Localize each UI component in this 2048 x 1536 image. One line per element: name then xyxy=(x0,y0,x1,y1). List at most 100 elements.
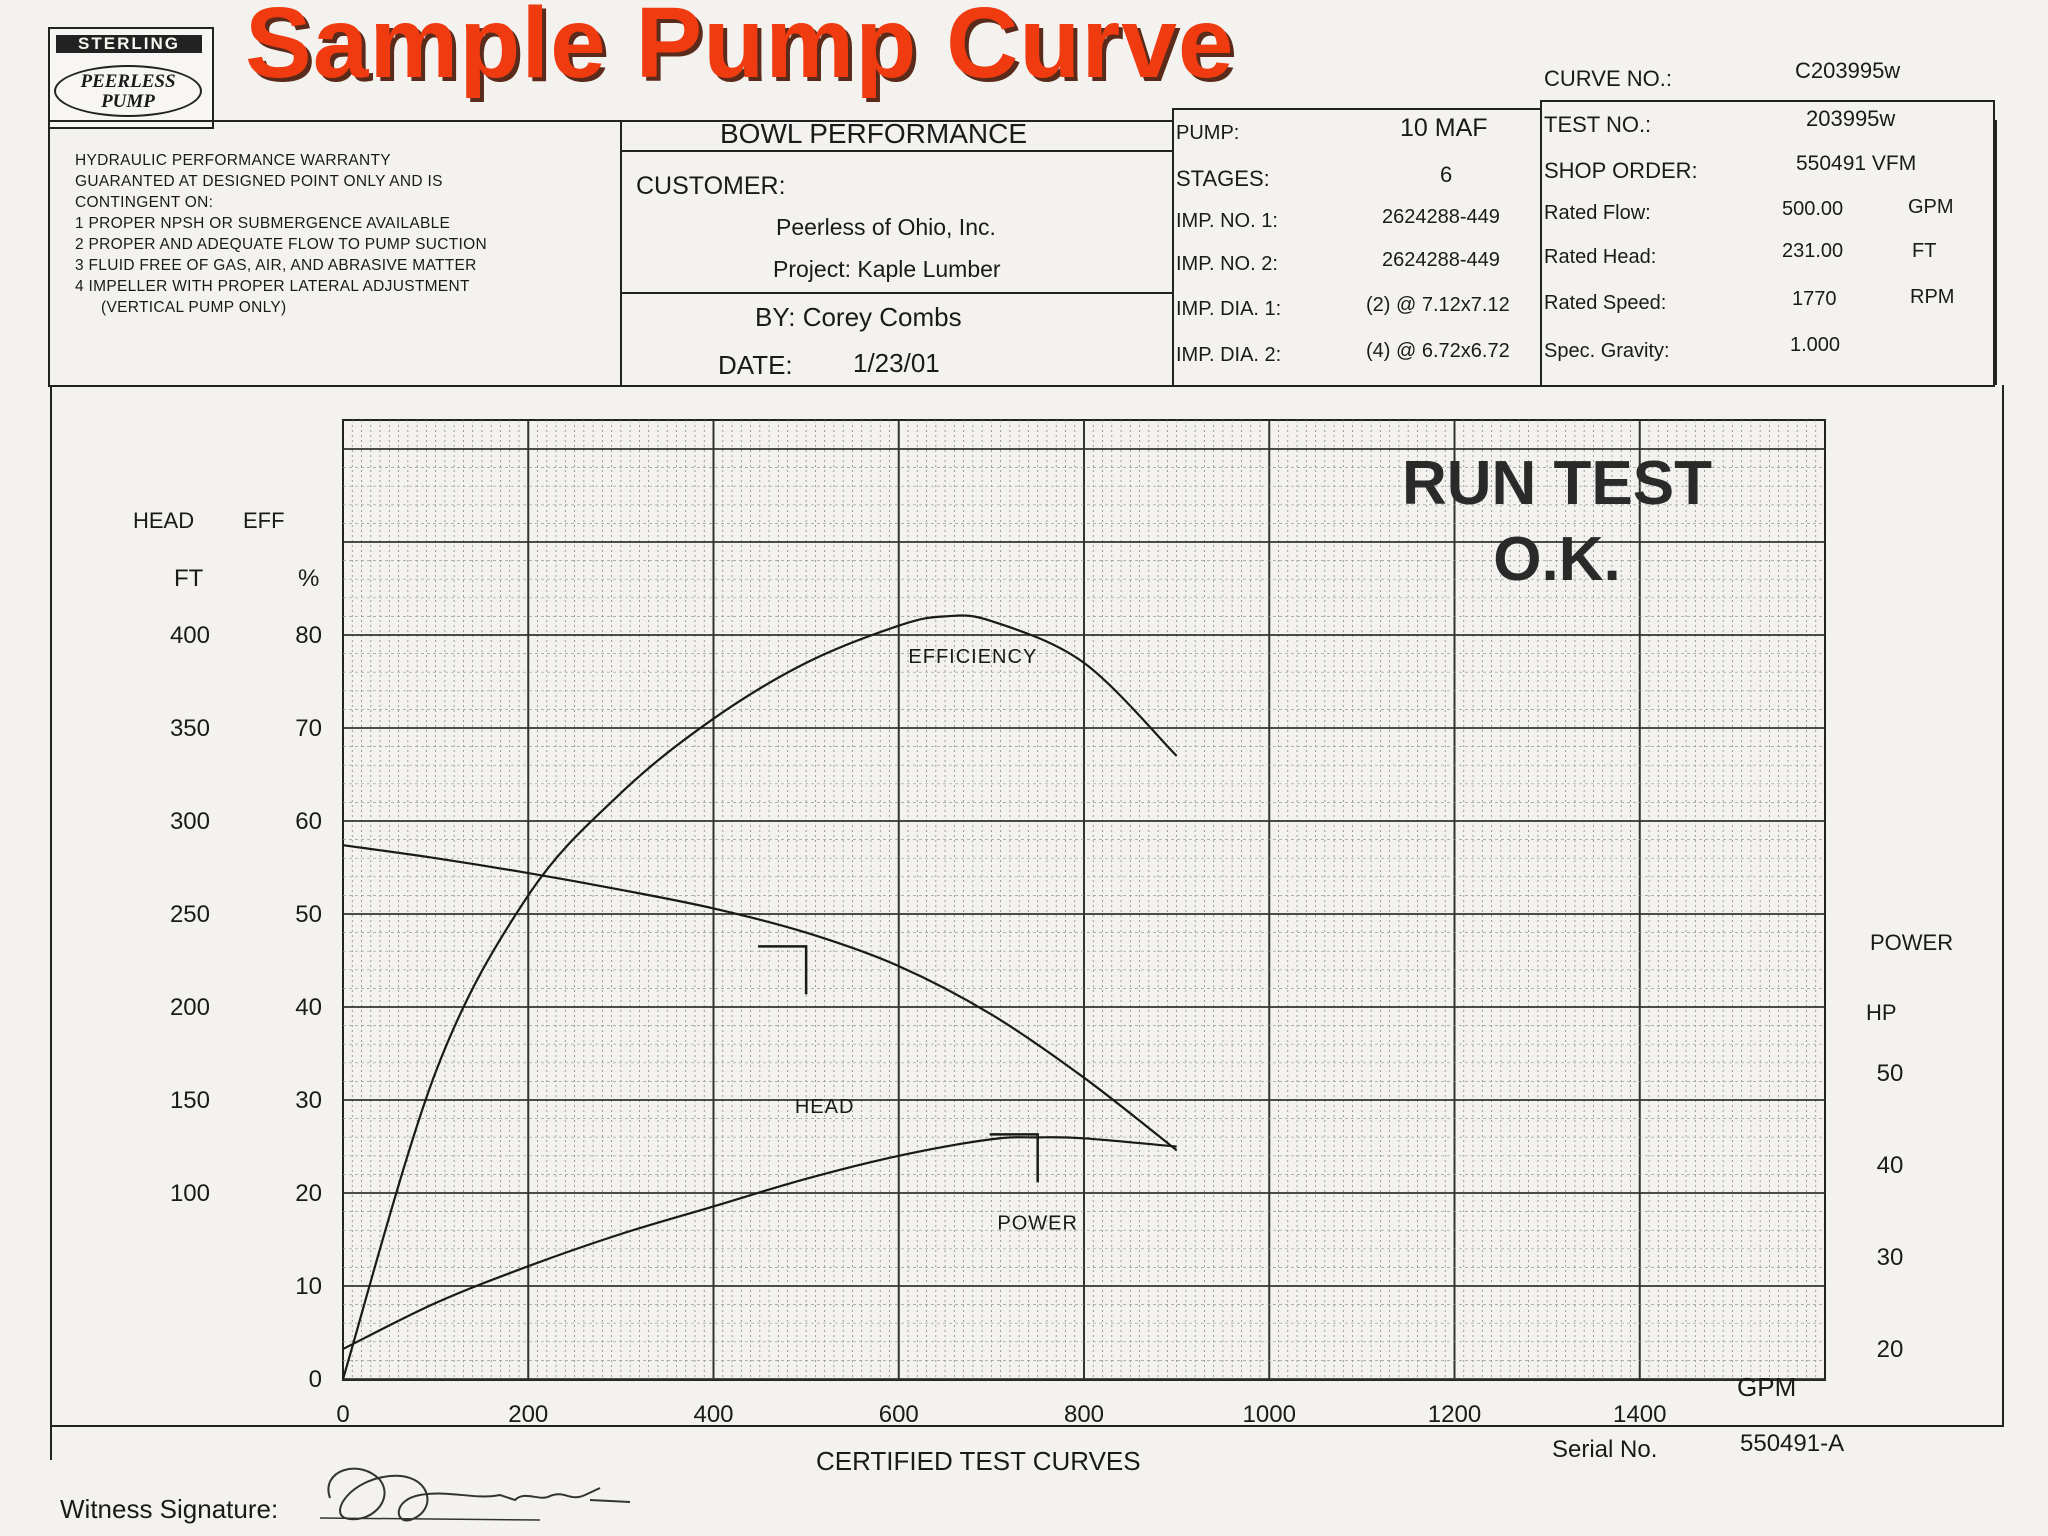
power-axis-unit: HP xyxy=(1866,1000,1897,1025)
page-bottom-rule xyxy=(50,1425,2004,1427)
warranty-text: HYDRAULIC PERFORMANCE WARRANTY GUARANTED… xyxy=(75,150,615,318)
rated-flow-unit: GPM xyxy=(1908,196,1954,218)
curve-no-value: C203995w xyxy=(1795,58,1901,83)
imp-dia1-value: (2) @ 7.12x7.12 xyxy=(1366,294,1510,316)
header-divider-1 xyxy=(620,120,622,385)
rated-flow-label: Rated Flow: xyxy=(1544,202,1651,224)
rated-flow-value: 500.00 xyxy=(1782,198,1844,220)
imp-no1-value: 2624288-449 xyxy=(1382,206,1500,228)
prepared-by: BY: Corey Combs xyxy=(755,302,962,332)
witness-signature xyxy=(319,1467,631,1522)
customer-label: CUSTOMER: xyxy=(636,172,786,200)
eff-tick-label: 50 xyxy=(295,901,322,928)
power-axis-title: POWER xyxy=(1870,930,1954,955)
right-block-top-rule xyxy=(1540,100,1995,102)
eff-tick-label: 70 xyxy=(295,715,322,742)
eff-tick-label: 60 xyxy=(295,808,322,835)
test-no-value: 203995w xyxy=(1806,106,1896,131)
eff-tick-label: 10 xyxy=(295,1273,322,1300)
rated-head-unit: FT xyxy=(1912,240,1937,262)
warranty-line: 2 PROPER AND ADEQUATE FLOW TO PUMP SUCTI… xyxy=(75,236,487,253)
rated-point-marker xyxy=(989,1133,1039,1183)
right-block-right-rule xyxy=(1993,100,1995,385)
head-curve xyxy=(342,844,1178,1152)
customer-name: Peerless of Ohio, Inc. xyxy=(776,214,996,240)
x-tick-label: 200 xyxy=(508,1401,548,1428)
page-left-rule xyxy=(50,385,52,1460)
rated-speed-value: 1770 xyxy=(1792,288,1837,310)
warranty-line: 4 IMPELLER WITH PROPER LATERAL ADJUSTMEN… xyxy=(75,278,470,295)
head-tick-label: 100 xyxy=(170,1180,210,1207)
rated-head-label: Rated Head: xyxy=(1544,246,1657,268)
pump-label: PUMP: xyxy=(1176,122,1240,144)
date-label: DATE: xyxy=(718,350,793,380)
warranty-line: 1 PROPER NPSH OR SUBMERGENCE AVAILABLE xyxy=(75,215,451,232)
serial-value: 550491-A xyxy=(1740,1430,1845,1457)
chart-tick-labels: 0 200 400 600 800 1000 1200 1400 0 10 20 30 40 50 60 70… xyxy=(170,622,1903,1428)
date-value: 1/23/01 xyxy=(853,348,940,378)
eff-axis-title: EFF xyxy=(243,508,285,533)
spec-gravity-label: Spec. Gravity: xyxy=(1544,340,1670,362)
head-tick-label: 400 xyxy=(170,622,210,649)
page-right-rule xyxy=(2002,385,2004,1425)
shop-order-value: 550491 VFM xyxy=(1796,152,1917,175)
power-tick-label: 50 xyxy=(1877,1060,1904,1087)
stages-value: 6 xyxy=(1440,162,1453,187)
logo-top-text: STERLING xyxy=(56,35,202,53)
power-tick-label: 40 xyxy=(1877,1152,1904,1179)
warranty-line: 3 FLUID FREE OF GAS, AIR, AND ABRASIVE M… xyxy=(75,257,477,274)
x-tick-label: 400 xyxy=(693,1401,733,1428)
logo-oval-line2: PUMP xyxy=(101,91,155,112)
head-axis-title: HEAD xyxy=(133,508,195,533)
head-tick-label: 200 xyxy=(170,994,210,1021)
chart-series: EFFICIENCY HEAD POWER xyxy=(341,614,1178,1380)
imp-dia1-label: IMP. DIA. 1: xyxy=(1176,298,1282,320)
x-tick-label: 1000 xyxy=(1243,1401,1296,1428)
warranty-line: GUARANTED AT DESIGNED POINT ONLY AND IS xyxy=(75,173,443,190)
header-top-rule xyxy=(48,120,1172,122)
x-tick-label: 1400 xyxy=(1613,1401,1666,1428)
head-axis-unit: FT xyxy=(174,565,204,592)
x-tick-label: 600 xyxy=(879,1401,919,1428)
eff-tick-label: 20 xyxy=(295,1180,322,1207)
warranty-line: HYDRAULIC PERFORMANCE WARRANTY xyxy=(75,152,391,169)
logo-oval-line1: PEERLESS xyxy=(80,71,176,92)
imp-no1-label: IMP. NO. 1: xyxy=(1176,210,1278,232)
x-tick-label: 800 xyxy=(1064,1401,1104,1428)
witness-label: Witness Signature: xyxy=(60,1494,279,1524)
serial-label: Serial No. xyxy=(1552,1436,1658,1463)
imp-no2-label: IMP. NO. 2: xyxy=(1176,253,1278,275)
rated-head-value: 231.00 xyxy=(1782,240,1844,262)
x-axis-unit: GPM xyxy=(1737,1372,1797,1402)
sterling-peerless-logo: STERLING PEERLESS PUMP xyxy=(48,27,214,129)
bowl-heading: BOWL PERFORMANCE xyxy=(720,118,1027,149)
efficiency-series-label: EFFICIENCY xyxy=(908,646,1037,668)
eff-tick-label: 30 xyxy=(295,1087,322,1114)
pump-value: 10 MAF xyxy=(1400,114,1488,142)
test-no-label: TEST NO.: xyxy=(1544,112,1652,137)
run-test-stamp: RUN TEST O.K. xyxy=(1392,446,1722,598)
bowl-heading-rule xyxy=(620,150,1172,152)
power-tick-label: 30 xyxy=(1877,1244,1904,1271)
power-tick-label: 20 xyxy=(1877,1336,1904,1363)
stamp-line-2: O.K. xyxy=(1493,525,1621,594)
header-divider-2 xyxy=(1172,108,1174,385)
head-tick-label: 250 xyxy=(170,901,210,928)
eff-axis-unit: % xyxy=(298,565,320,592)
header-divider-3 xyxy=(1540,100,1542,385)
stamp-line-1: RUN TEST xyxy=(1402,449,1712,518)
curve-no-label: CURVE NO.: xyxy=(1544,66,1672,91)
bowl-project-rule xyxy=(620,292,1172,294)
certified-test-curves: CERTIFIED TEST CURVES xyxy=(816,1446,1141,1476)
slide-title: Sample Pump Curve xyxy=(245,0,1235,99)
head-series-label: HEAD xyxy=(795,1096,855,1118)
head-tick-label: 150 xyxy=(170,1087,210,1114)
x-tick-label: 0 xyxy=(336,1401,349,1428)
eff-tick-label: 80 xyxy=(295,622,322,649)
rated-point-marker xyxy=(758,945,808,995)
rated-speed-label: Rated Speed: xyxy=(1544,292,1667,314)
head-tick-label: 300 xyxy=(170,808,210,835)
eff-tick-label: 40 xyxy=(295,994,322,1021)
power-series-label: POWER xyxy=(997,1212,1078,1234)
